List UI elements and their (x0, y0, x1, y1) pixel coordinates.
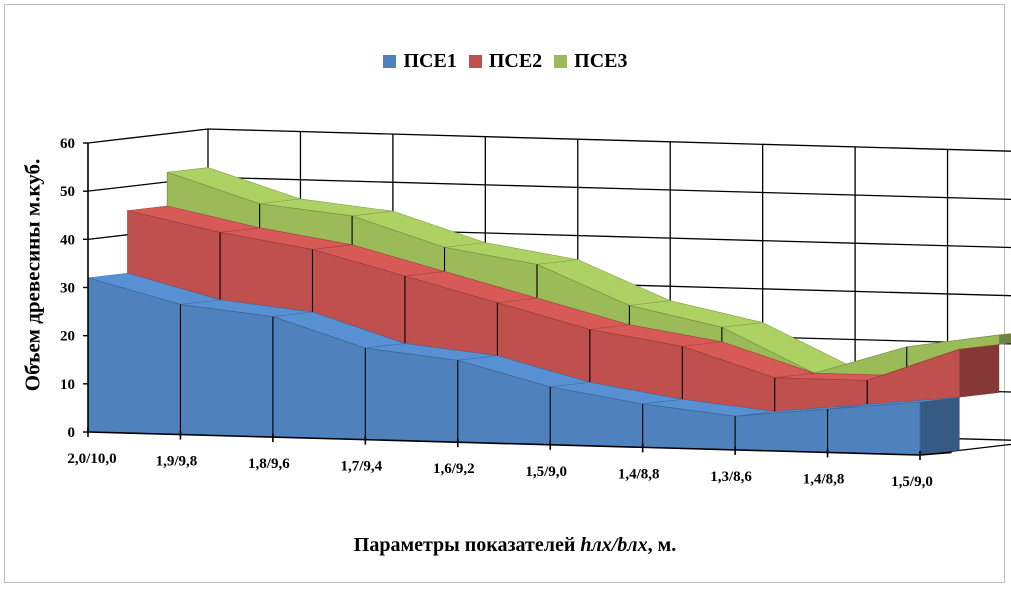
x-tick-label-5: 1,5/9,0 (525, 464, 567, 480)
gridline-6 (87, 128, 1011, 152)
y-tick-label-3: 30 (60, 281, 75, 297)
x-axis-line (87, 431, 921, 456)
legend-swatch-3 (554, 55, 568, 68)
x-tick-label-4: 1,6/9,2 (433, 461, 475, 477)
x-tick-label-1: 1,9/9,8 (156, 454, 198, 470)
series-3-end-cap (999, 333, 1011, 345)
chart-frame (4, 4, 1005, 583)
legend: ПСЕ1 ПСЕ2 ПСЕ3 (0, 50, 1011, 74)
axes: 0 10 20 30 40 50 60 2,0/10,0 1,9/9,8 1,8/9,6 1,7/9… (60, 136, 952, 490)
legend-item-2: ПСЕ2 (468, 50, 543, 73)
x-tick-label-7: 1,3/8,6 (710, 469, 752, 485)
legend-item-1: ПСЕ1 (383, 50, 457, 73)
legend-item-3: ПСЕ3 (554, 50, 628, 73)
legend-swatch-1 (383, 55, 397, 68)
x-tick-label-0: 2,0/10,0 (67, 451, 116, 467)
legend-label-2: ПСЕ2 (488, 50, 543, 72)
y-tick-label-6: 60 (60, 136, 75, 152)
x-tick-label-9: 1,5/9,0 (891, 474, 933, 490)
x-tick-label-6: 1,4/8,8 (618, 466, 660, 482)
y-tick-label-0: 0 (68, 425, 76, 441)
legend-label-1: ПСЕ1 (403, 50, 457, 72)
y-tick-label-1: 10 (60, 377, 75, 393)
x-tick-label-3: 1,7/9,4 (340, 459, 382, 475)
y-tick-label-5: 50 (60, 184, 75, 200)
x-tick-label-2: 1,8/9,6 (248, 456, 290, 472)
x-axis-label-italic: hлх/bлх (580, 534, 648, 556)
series-2-end-cap (959, 344, 1000, 398)
series-1 (87, 272, 960, 456)
x-tick-label-8: 1,4/8,8 (803, 471, 845, 487)
x-axis-label-suffix: , м. (647, 534, 677, 556)
series-2 (127, 205, 1000, 412)
series-3 (166, 167, 1011, 377)
series-1-end-cap (920, 397, 960, 455)
x-axis-label-prefix: Параметры показателей (353, 534, 581, 556)
y-tick-label-4: 40 (60, 232, 75, 248)
x-axis-label: Параметры показателей hлх/bлх, м. (0, 534, 1011, 557)
legend-swatch-2 (468, 55, 482, 68)
legend-label-3: ПСЕ3 (574, 50, 628, 72)
y-tick-label-2: 20 (60, 329, 75, 345)
x-axis-end (919, 451, 952, 456)
